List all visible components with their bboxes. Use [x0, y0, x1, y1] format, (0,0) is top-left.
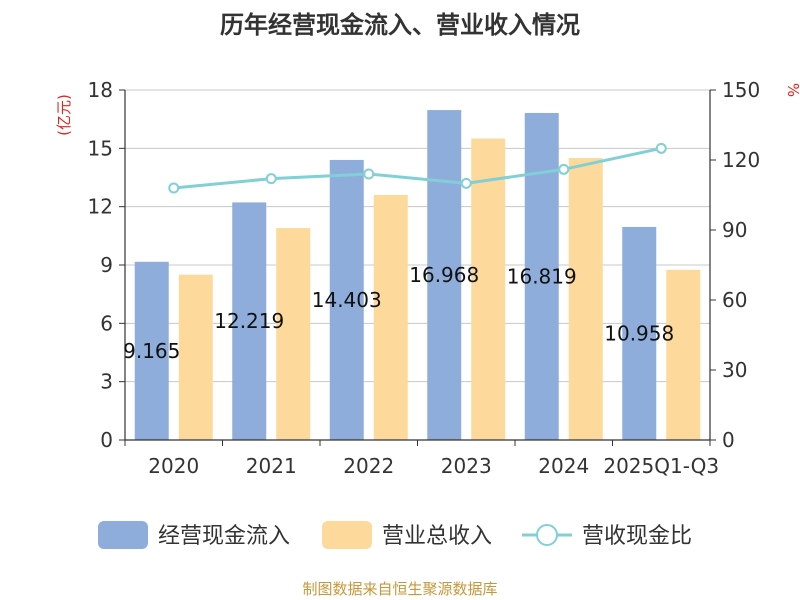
right-tick-label: 30 [722, 358, 747, 382]
right-tick-label: 90 [722, 218, 747, 242]
data-label: 10.958 [604, 321, 674, 345]
bars [134, 110, 701, 441]
legend-label: 营业总收入 [382, 524, 492, 549]
legend-swatch-marker [536, 524, 558, 546]
tick-labels: 0 3 6 9 12 15 18 0 30 60 90 120 150 2020 2021 2022 2023 2… [88, 78, 761, 478]
bar-revenue [471, 138, 506, 440]
ratio-point [460, 177, 472, 189]
bar-cash-inflow [134, 261, 169, 440]
ratio-point [655, 142, 667, 154]
data-label: 12.219 [214, 309, 284, 333]
left-tick-label: 6 [100, 311, 113, 335]
left-tick-label: 9 [100, 253, 113, 277]
x-tick-label: 2024 [538, 454, 589, 478]
bar-revenue [178, 274, 213, 440]
x-tick-label: 2020 [148, 454, 199, 478]
left-tick-label: 15 [88, 136, 113, 160]
left-tick-label: 3 [100, 370, 113, 394]
bar-cash-inflow [232, 202, 267, 440]
source-note: 制图数据来自恒生聚源数据库 [302, 580, 497, 598]
right-tick-label: 0 [722, 428, 735, 452]
x-tick-label: 2022 [343, 454, 394, 478]
left-axis-unit: (亿元) [55, 94, 73, 136]
bar-cash-inflow [427, 110, 462, 441]
bar-cash-inflow [329, 159, 364, 441]
ratio-point [168, 182, 180, 194]
ratio-point [558, 163, 570, 175]
ratio-point [363, 168, 375, 180]
legend-label: 营收现金比 [582, 524, 692, 549]
legend: 经营现金流入 营业总收入 营收现金比 [98, 521, 692, 549]
chart-title: 历年经营现金流入、营业收入情况 [220, 11, 580, 39]
bar-revenue [373, 195, 408, 440]
legend-ratio: 营收现金比 [522, 524, 692, 549]
bar-revenue [568, 158, 603, 441]
legend-label: 经营现金流入 [158, 524, 290, 549]
right-tick-label: 120 [722, 148, 760, 172]
legend-revenue: 营业总收入 [322, 521, 492, 549]
right-tick-label: 150 [722, 78, 760, 102]
data-label: 16.819 [507, 264, 577, 288]
ratio-point [265, 173, 277, 185]
x-tick-label: 2021 [246, 454, 297, 478]
gridlines [125, 89, 710, 383]
data-label: 14.403 [312, 288, 382, 312]
bar-revenue [666, 269, 701, 440]
data-labels: 9.165 12.219 14.403 16.968 16.819 10.958 [123, 263, 674, 363]
x-tick-label: 2025Q1-Q3 [603, 454, 719, 478]
axes [119, 89, 716, 446]
left-tick-label: 18 [88, 78, 113, 102]
right-axis-unit: % [784, 83, 800, 97]
bar-cash-inflow [524, 112, 559, 440]
left-tick-label: 0 [100, 428, 113, 452]
left-tick-label: 12 [88, 195, 113, 219]
ratio-line [168, 142, 667, 194]
bar-cash-inflow [622, 226, 657, 440]
bar-revenue [276, 228, 311, 440]
data-label: 9.165 [123, 339, 180, 363]
x-tick-label: 2023 [441, 454, 492, 478]
legend-cash-inflow: 经营现金流入 [98, 521, 290, 549]
legend-swatch [322, 521, 372, 549]
right-tick-label: 60 [722, 288, 747, 312]
ratio-line-path [173, 146, 662, 190]
legend-swatch [98, 521, 148, 549]
data-label: 16.968 [409, 263, 479, 287]
